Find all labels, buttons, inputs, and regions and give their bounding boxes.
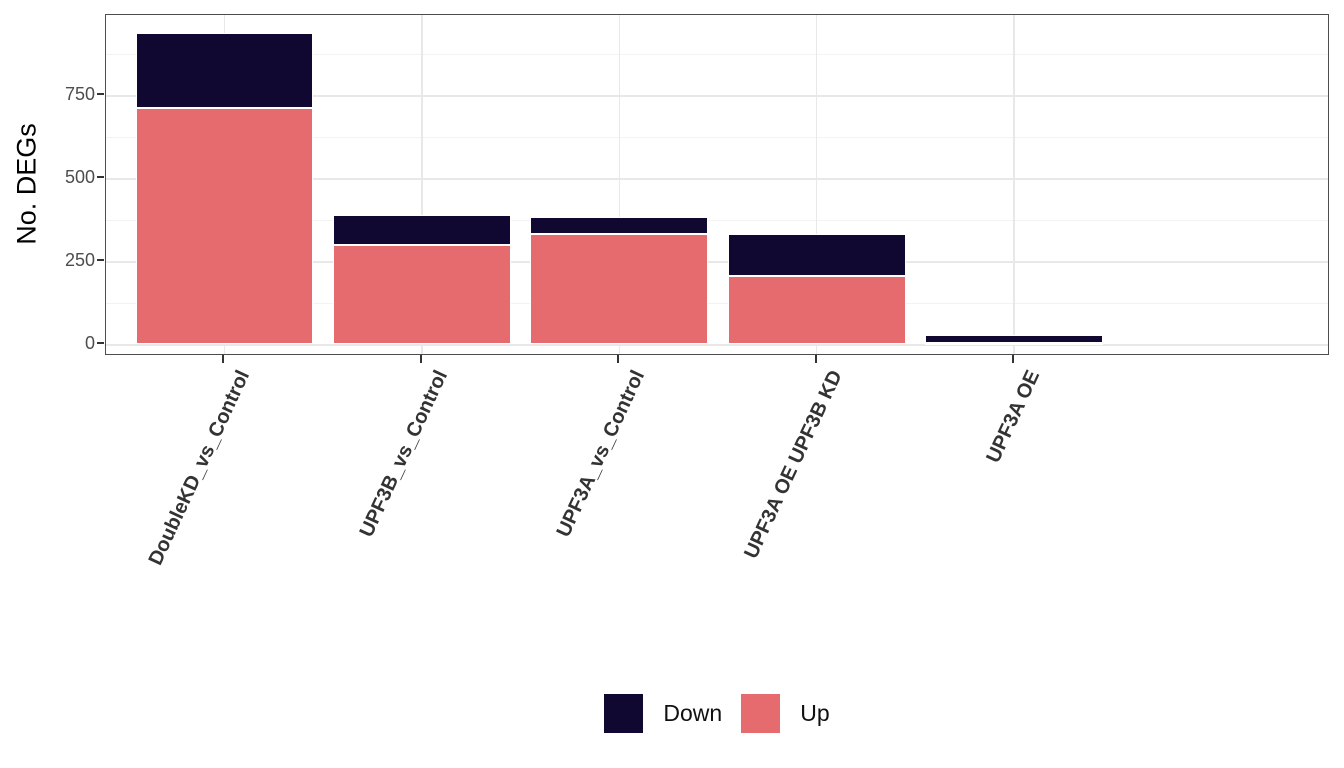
legend-item: Down bbox=[604, 694, 722, 733]
gridline-major-h bbox=[106, 95, 1328, 97]
gridline-minor-h bbox=[106, 53, 1328, 55]
bar-segment-up bbox=[727, 275, 906, 344]
legend-key-up bbox=[741, 694, 781, 733]
bar-segment-up bbox=[530, 234, 709, 344]
x-category-label: UPF3B_vs_Control bbox=[355, 367, 452, 541]
bar-segment-up bbox=[925, 343, 1103, 345]
x-category-label: DoubleKD_vs_Control bbox=[144, 367, 255, 569]
gridline-major-h bbox=[106, 344, 1328, 346]
gridline-major-v bbox=[1013, 15, 1015, 354]
y-tick-mark bbox=[97, 342, 104, 344]
y-tick-label: 0 bbox=[84, 333, 95, 353]
gridline-minor-h bbox=[106, 302, 1328, 304]
gridline-major-h bbox=[106, 178, 1328, 180]
x-category-label: UPF3A OE UPF3B KD bbox=[740, 367, 847, 562]
y-tick-mark bbox=[97, 259, 104, 261]
bar-segment-down bbox=[727, 234, 906, 276]
gridline-major-v bbox=[815, 15, 818, 354]
y-tick-label: 500 bbox=[64, 167, 95, 187]
bar-segment-down bbox=[333, 214, 511, 246]
y-tick-label: 750 bbox=[64, 84, 95, 104]
x-tick-mark bbox=[419, 355, 422, 363]
legend-label: Up bbox=[800, 700, 830, 726]
x-tick-mark bbox=[1012, 355, 1015, 363]
plot-panel bbox=[105, 14, 1329, 355]
x-tick-mark bbox=[617, 355, 620, 363]
x-tick-mark bbox=[222, 355, 225, 363]
bar-segment-down bbox=[530, 216, 709, 235]
bar-segment-up bbox=[135, 107, 314, 344]
x-tick-mark bbox=[814, 355, 817, 363]
bar-segment-down bbox=[135, 32, 314, 108]
legend-key-down bbox=[604, 694, 644, 733]
y-tick-mark bbox=[97, 93, 104, 95]
gridline-major-v bbox=[618, 15, 621, 354]
y-tick-mark bbox=[97, 176, 104, 178]
y-tick-label: 250 bbox=[64, 250, 95, 270]
gridline-major-h bbox=[106, 261, 1328, 263]
legend: Down Up bbox=[105, 694, 1329, 733]
legend-item: Up bbox=[741, 694, 830, 733]
x-category-label: UPF3A_vs_Control bbox=[552, 367, 650, 541]
gridline-minor-h bbox=[106, 219, 1328, 221]
bar-segment-up bbox=[333, 245, 511, 344]
gridline-minor-h bbox=[106, 136, 1328, 138]
gridline-major-v bbox=[421, 15, 423, 354]
bar-segment-down bbox=[925, 334, 1103, 343]
legend-label: Down bbox=[663, 700, 723, 726]
x-category-label: UPF3A OE bbox=[982, 367, 1045, 467]
